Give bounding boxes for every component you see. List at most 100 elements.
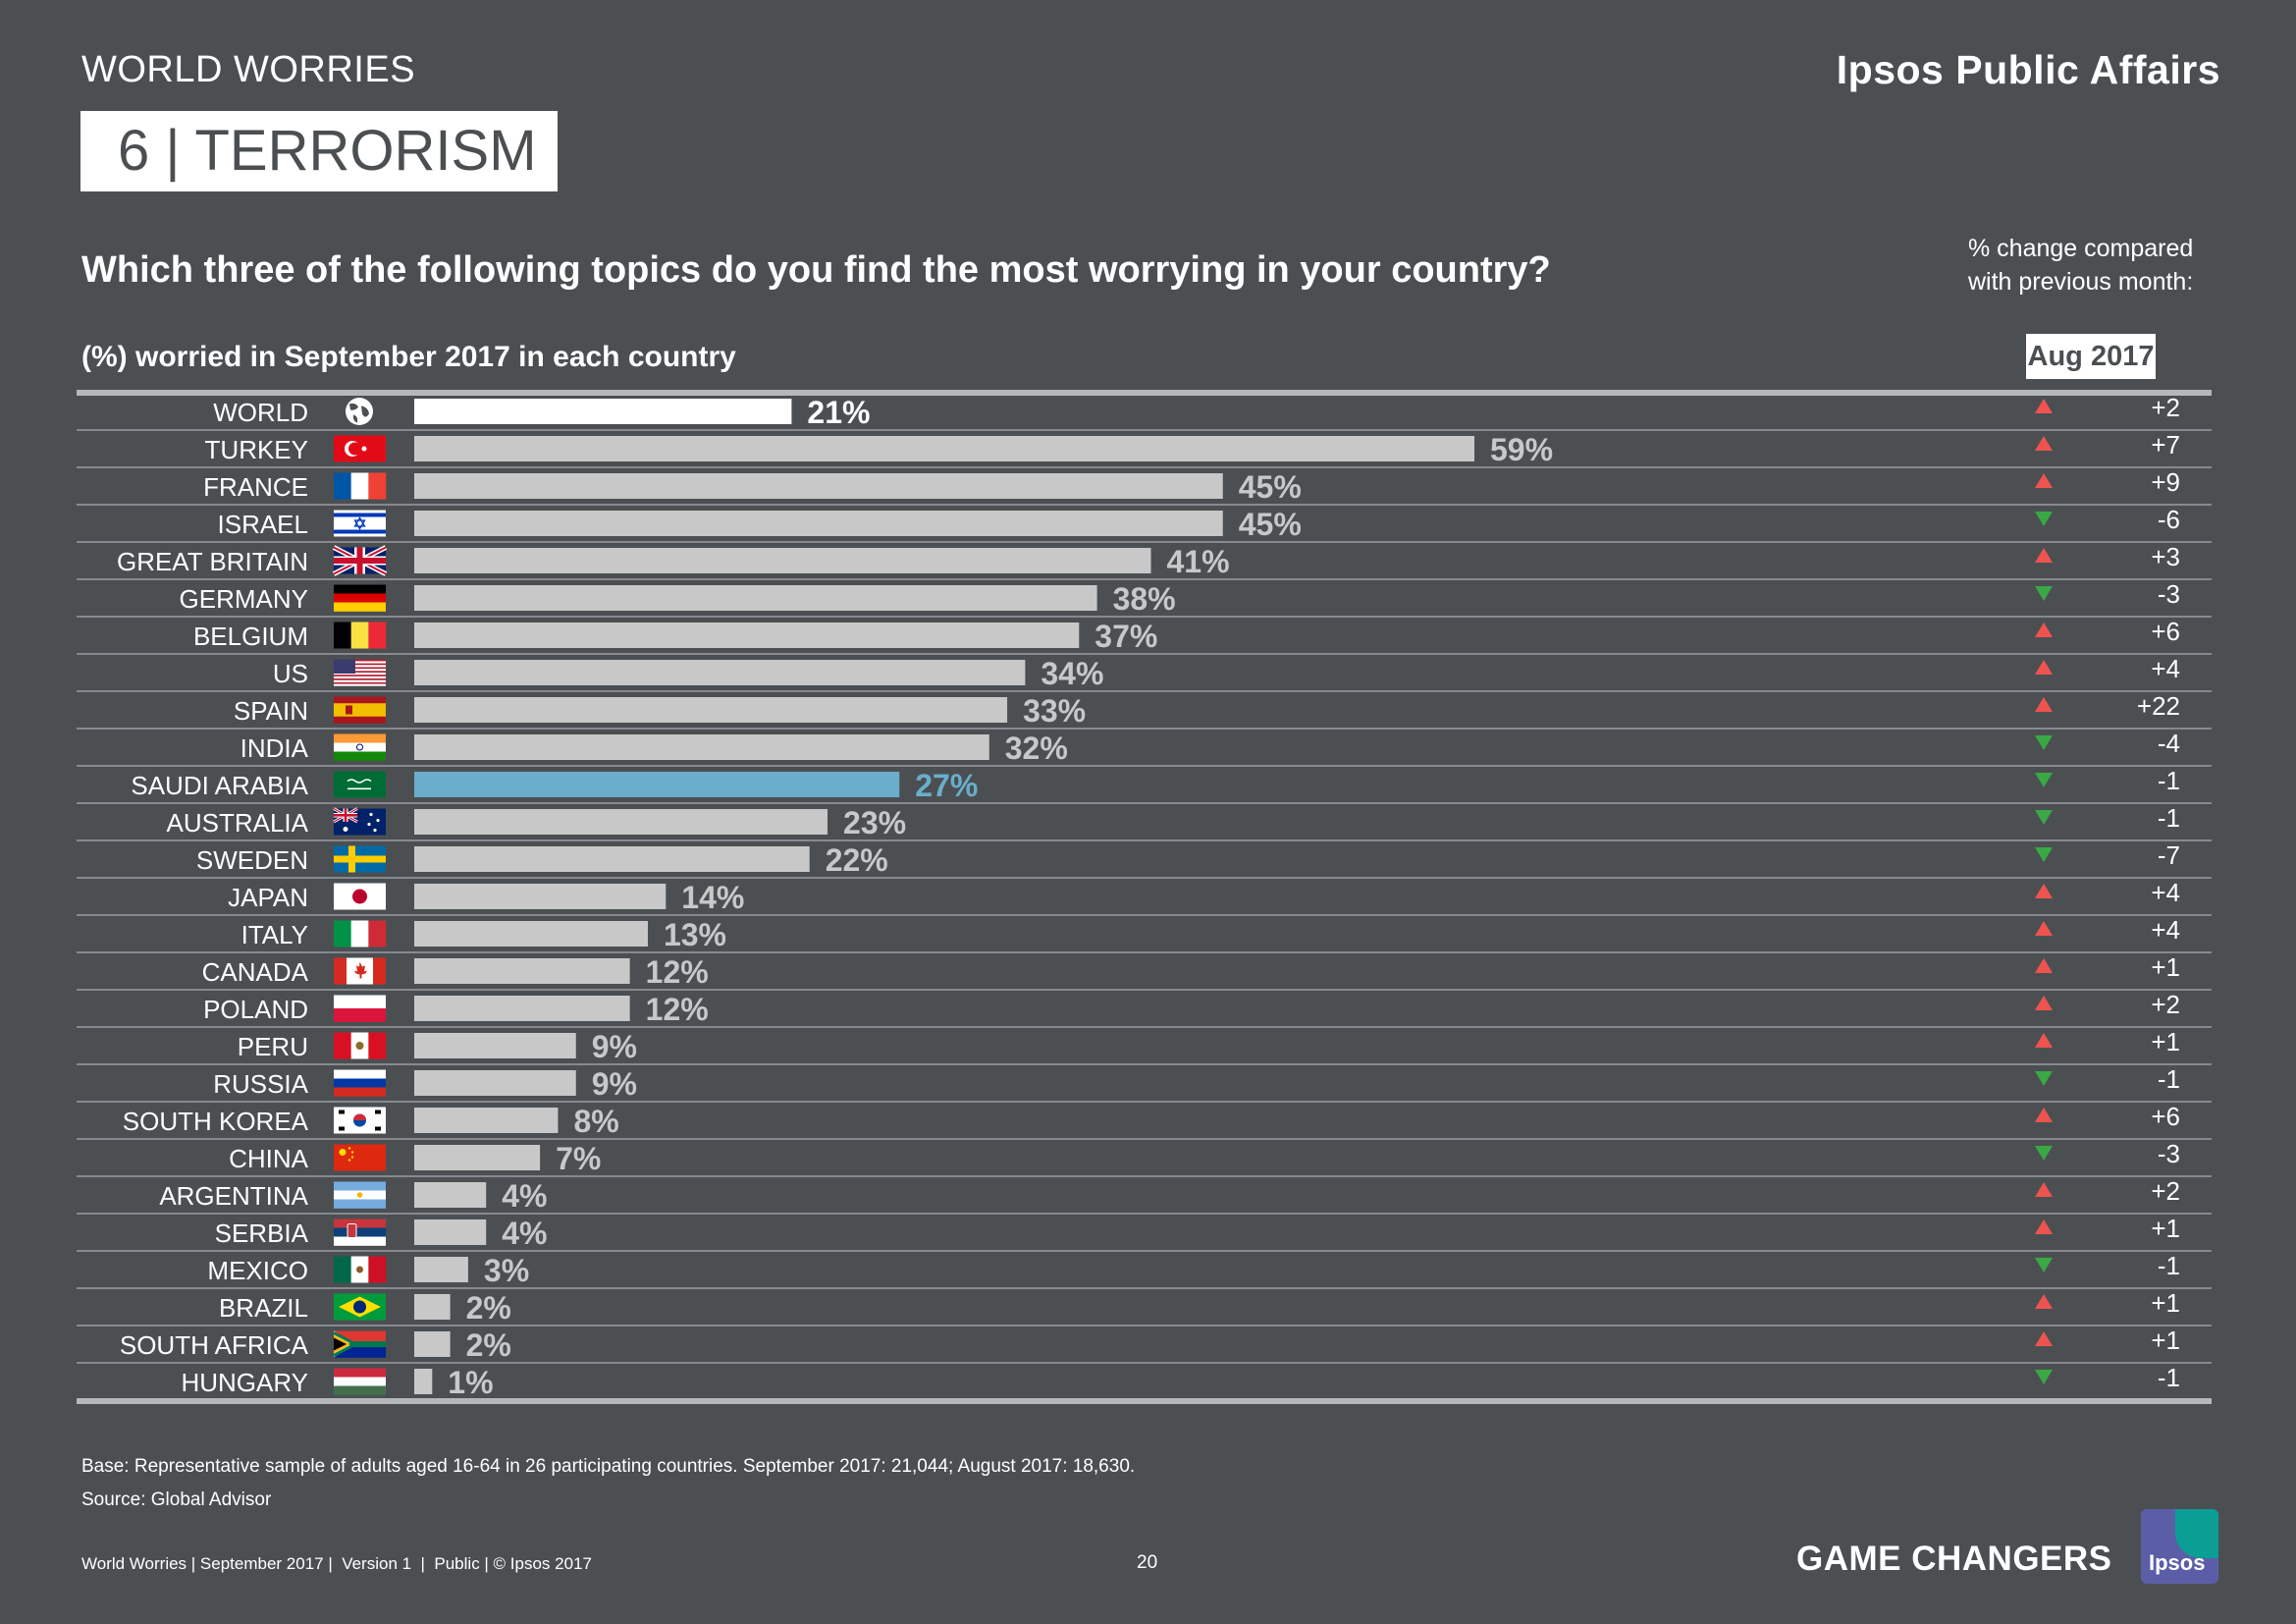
bar [414, 585, 1097, 611]
bar [414, 1070, 576, 1096]
bar [414, 884, 667, 909]
flag-stripe [334, 696, 386, 704]
change-label: +1 [2151, 1027, 2180, 1056]
change-label: +7 [2151, 430, 2180, 460]
value-label: 12% [646, 954, 709, 990]
change-label: -1 [2158, 1251, 2180, 1280]
bar [414, 473, 1223, 499]
bar [414, 623, 1080, 648]
value-label: 2% [466, 1290, 511, 1326]
country-label: INDIA [240, 733, 309, 763]
change-label: -1 [2158, 803, 2180, 833]
flag-stripe [334, 593, 386, 603]
flag-stripe [334, 667, 386, 670]
bar [414, 1294, 451, 1320]
value-label: 2% [466, 1327, 511, 1363]
comparison-month-badge: Aug 2017 [2026, 334, 2156, 379]
value-label: 45% [1239, 469, 1302, 505]
country-label: CANADA [202, 957, 309, 987]
change-label: +22 [2137, 691, 2180, 721]
flag-south-korea-icon [334, 1107, 386, 1134]
flag-saudi-arabia-icon [334, 771, 386, 798]
flag-cross [334, 855, 386, 863]
flag-stripe [334, 1218, 386, 1228]
section-label: WORLD WORRIES [81, 49, 416, 90]
flag-stripe [334, 584, 386, 594]
up-arrow-icon [2035, 1219, 2053, 1234]
flag-emblem [356, 1266, 363, 1273]
chart-row: WORLD 21% +2 [213, 393, 2180, 430]
flag-star [367, 822, 371, 827]
down-arrow-icon [2035, 735, 2053, 750]
value-label: 33% [1023, 693, 1086, 729]
flag-sweden-icon [334, 845, 386, 873]
flag-stripe [334, 1069, 386, 1079]
flag-stripe [334, 920, 351, 947]
flag-stripe [334, 669, 386, 672]
change-label: +4 [2151, 878, 2180, 907]
change-label: +1 [2151, 1288, 2180, 1318]
up-arrow-icon [2035, 996, 2053, 1010]
bar [414, 399, 792, 424]
flag-stripe [334, 1008, 386, 1022]
flag-stripe [373, 957, 386, 985]
bar [414, 1331, 451, 1357]
country-label: AUSTRALIA [167, 808, 309, 838]
bar [414, 1369, 433, 1394]
flag-cross-red [334, 558, 386, 564]
bar [414, 1219, 487, 1245]
flag-stripe [334, 663, 386, 666]
brand-name: Ipsos Public Affairs [1836, 47, 2220, 92]
chart-row: SPAIN 33% +22 [77, 690, 2212, 729]
country-label: MEXICO [207, 1256, 308, 1285]
value-label: 38% [1113, 581, 1176, 617]
flag-stripe [334, 681, 386, 684]
change-label: +2 [2151, 393, 2180, 422]
chart-row: SWEDEN 22% -7 [77, 839, 2212, 878]
chart-row: ISRAEL 45% -6 [77, 504, 2212, 542]
flag-stripe [334, 1368, 386, 1378]
flag-globe [353, 1300, 366, 1314]
flag-us-icon [334, 659, 386, 686]
logo-wordmark: Ipsos [2149, 1550, 2206, 1575]
flag-japan-icon [334, 883, 386, 910]
flag-trigram [375, 1126, 381, 1131]
value-label: 9% [592, 1029, 637, 1064]
up-arrow-icon [2035, 958, 2053, 973]
chart-row: ITALY 13% +4 [77, 914, 2212, 952]
bar [414, 436, 1474, 461]
flag-stripe [334, 679, 386, 682]
chart-row: INDIA 32% -4 [77, 728, 2212, 766]
bar [414, 511, 1223, 536]
flag-italy-icon [334, 920, 387, 947]
up-arrow-icon [2035, 623, 2053, 637]
source-note: Source: Global Advisor [81, 1489, 272, 1510]
country-label: GERMANY [180, 584, 308, 614]
country-label: GREAT BRITAIN [117, 547, 308, 576]
flag-sword [347, 787, 371, 790]
down-arrow-icon [2035, 1071, 2053, 1086]
flag-maple-leaf [354, 961, 367, 979]
flag-stripe [350, 472, 369, 500]
country-label: RUSSIA [213, 1069, 308, 1099]
country-label: HUNGARY [181, 1368, 308, 1397]
flag-stripe [334, 751, 386, 761]
chart-row: SERBIA 4% +1 [77, 1213, 2212, 1251]
flag-stripe [368, 622, 387, 649]
flag-canada-icon [334, 957, 386, 985]
flag-great-britain-icon [332, 545, 388, 576]
bar [414, 958, 630, 984]
change-label: +6 [2151, 617, 2180, 646]
flag-star [353, 516, 366, 530]
flag-stripe [334, 665, 386, 668]
up-arrow-icon [2035, 921, 2053, 936]
flag-stripe [368, 1256, 387, 1283]
flag-star [350, 1156, 354, 1159]
flag-emblem [357, 744, 362, 750]
flag-israel-icon [334, 510, 386, 537]
change-label: +9 [2151, 467, 2180, 497]
flag-green-y [333, 1331, 359, 1357]
flag-stripe [334, 1078, 386, 1088]
flag-stripe [334, 1256, 351, 1283]
flag-stripe [334, 716, 386, 724]
